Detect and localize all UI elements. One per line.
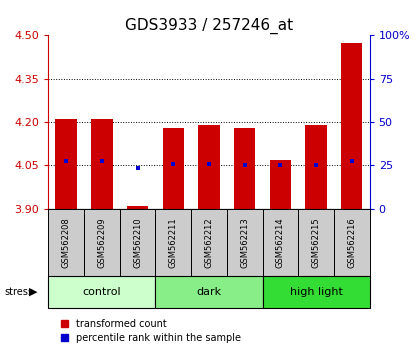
Text: control: control: [83, 287, 121, 297]
Bar: [163, 128, 184, 209]
Text: GSM562213: GSM562213: [240, 217, 249, 268]
Bar: [120, 209, 155, 276]
Text: dark: dark: [197, 287, 221, 297]
Bar: [305, 125, 327, 209]
Bar: [262, 209, 298, 276]
Text: GSM562210: GSM562210: [133, 217, 142, 268]
Bar: [191, 209, 227, 276]
Bar: [55, 119, 77, 209]
Bar: [48, 209, 84, 276]
Bar: [198, 125, 220, 209]
Text: ▶: ▶: [29, 287, 37, 297]
Bar: [48, 276, 155, 308]
Bar: [155, 209, 191, 276]
Bar: [234, 128, 255, 209]
Bar: [298, 209, 334, 276]
Text: GSM562214: GSM562214: [276, 217, 285, 268]
Bar: [262, 276, 370, 308]
Text: stress: stress: [4, 287, 33, 297]
Text: GSM562211: GSM562211: [169, 217, 178, 268]
Text: GSM562209: GSM562209: [97, 217, 106, 268]
Legend: transformed count, percentile rank within the sample: transformed count, percentile rank withi…: [61, 319, 241, 343]
Text: GSM562212: GSM562212: [205, 217, 213, 268]
Bar: [127, 206, 148, 209]
Text: high light: high light: [290, 287, 342, 297]
Bar: [155, 276, 262, 308]
Bar: [84, 209, 120, 276]
Text: GSM562215: GSM562215: [312, 217, 320, 268]
Bar: [341, 42, 362, 209]
Bar: [91, 119, 113, 209]
Bar: [227, 209, 262, 276]
Bar: [270, 160, 291, 209]
Title: GDS3933 / 257246_at: GDS3933 / 257246_at: [125, 18, 293, 34]
Text: GSM562216: GSM562216: [347, 217, 356, 268]
Bar: [334, 209, 370, 276]
Text: GSM562208: GSM562208: [62, 217, 71, 268]
